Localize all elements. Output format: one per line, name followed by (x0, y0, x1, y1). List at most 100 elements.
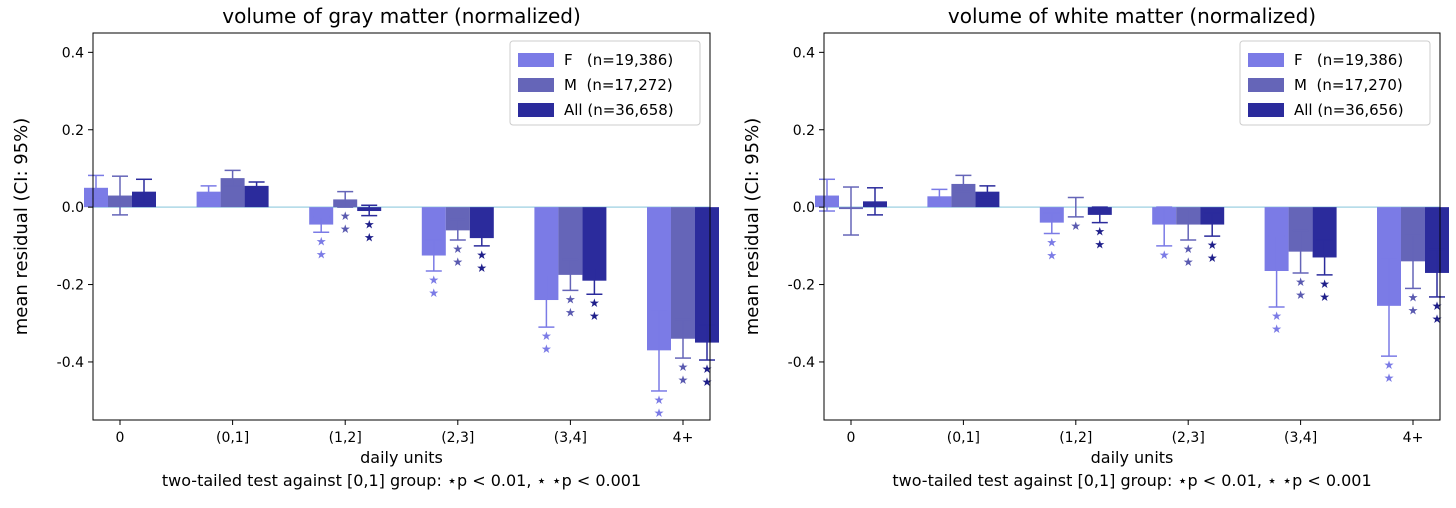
bar-All-2 (244, 185, 269, 208)
significance-star: ★ (1408, 290, 1419, 304)
significance-star: ★ (1183, 242, 1194, 256)
significance-star: ★ (364, 231, 375, 245)
y-tick-label: -0.4 (788, 355, 815, 371)
y-tick-label: -0.4 (57, 355, 84, 371)
significance-star: ★ (678, 360, 689, 374)
significance-star: ★ (678, 373, 689, 387)
x-tick-label: (0,1] (216, 430, 249, 446)
significance-star: ★ (428, 286, 439, 300)
significance-star: ★ (1207, 238, 1218, 252)
chart-title: volume of white matter (normalized) (948, 4, 1316, 28)
significance-star: ★ (1070, 219, 1081, 233)
legend-swatch-All (1248, 103, 1284, 117)
bar-All-2 (975, 191, 1000, 208)
significance-star: ★ (702, 362, 713, 376)
y-axis-label: mean residual (CI: 95%) (11, 118, 32, 336)
x-tick-label: 0 (116, 430, 125, 446)
y-tick-label: 0.4 (793, 45, 815, 61)
y-tick-label: 0.0 (62, 200, 84, 216)
legend: F (n=19,386) M (n=17,272) All (n=36,658) (509, 40, 701, 126)
x-tick-label: (0,1] (947, 430, 980, 446)
significance-star: ★ (1046, 248, 1057, 262)
significance-star: ★ (452, 255, 463, 269)
significance-star: ★ (1295, 288, 1306, 302)
significance-footnote: two-tailed test against [0,1] group: ⋆p … (892, 471, 1371, 490)
significance-star: ★ (1432, 299, 1443, 313)
significance-star: ★ (565, 305, 576, 319)
legend-label-M: M (n=17,272) (564, 76, 673, 94)
x-axis-label: daily units (1091, 448, 1174, 467)
chart-panel-1: volume of gray matter (normalized)★★★★★★… (11, 4, 719, 490)
y-tick-label: 0.2 (793, 123, 815, 139)
bar-M-2 (951, 183, 976, 208)
y-tick-label: 0.0 (793, 200, 815, 216)
significance-star: ★ (1319, 277, 1330, 291)
significance-star: ★ (316, 234, 327, 248)
plot-frame (823, 32, 1441, 421)
significance-star: ★ (1271, 309, 1282, 323)
significance-star: ★ (364, 218, 375, 232)
bar-All-6 (695, 207, 719, 343)
plot-frame (92, 32, 711, 421)
significance-star: ★ (1207, 251, 1218, 265)
significance-star: ★ (702, 375, 713, 389)
significance-star: ★ (1295, 275, 1306, 289)
significance-footnote: two-tailed test against [0,1] group: ⋆p … (162, 471, 641, 490)
y-axis-label: mean residual (CI: 95%) (742, 118, 763, 336)
legend-swatch-F (518, 53, 554, 67)
significance-star: ★ (654, 406, 665, 420)
significance-star: ★ (428, 273, 439, 287)
y-tick-label: 0.2 (62, 123, 84, 139)
x-tick-label: 4+ (1403, 430, 1424, 446)
significance-star: ★ (565, 292, 576, 306)
x-tick-label: (1,2] (1059, 430, 1092, 446)
significance-star: ★ (1094, 238, 1105, 252)
bar-M-4 (445, 207, 470, 231)
x-tick-label: (2,3] (1172, 430, 1205, 446)
x-tick-label: 4+ (673, 430, 694, 446)
y-tick-label: -0.2 (57, 278, 84, 294)
significance-star: ★ (541, 329, 552, 343)
legend-label-All: All (n=36,658) (564, 101, 674, 119)
x-axis-label: daily units (360, 448, 443, 467)
legend-label-All: All (n=36,656) (1294, 101, 1404, 119)
x-tick-label: (1,2] (329, 430, 362, 446)
significance-star: ★ (476, 261, 487, 275)
significance-star: ★ (340, 209, 351, 223)
significance-star: ★ (1183, 255, 1194, 269)
x-tick-label: 0 (847, 430, 856, 446)
significance-star: ★ (340, 222, 351, 236)
y-tick-label: 0.4 (62, 45, 84, 61)
significance-star: ★ (1046, 235, 1057, 249)
significance-star: ★ (654, 393, 665, 407)
y-tick-label: -0.2 (788, 278, 815, 294)
significance-star: ★ (1408, 303, 1419, 317)
significance-star: ★ (1432, 312, 1443, 326)
legend: F (n=19,386) M (n=17,270) All (n=36,656) (1239, 40, 1431, 126)
x-tick-label: (3,4] (554, 430, 587, 446)
legend-swatch-F (1248, 53, 1284, 67)
significance-star: ★ (476, 248, 487, 262)
significance-star: ★ (1271, 322, 1282, 336)
significance-star: ★ (1094, 225, 1105, 239)
x-tick-label: (3,4] (1284, 430, 1317, 446)
significance-star: ★ (1319, 290, 1330, 304)
bar-F-2 (196, 191, 221, 208)
significance-star: ★ (1384, 358, 1395, 372)
x-tick-label: (2,3] (441, 430, 474, 446)
significance-star: ★ (589, 309, 600, 323)
legend-swatch-M (1248, 78, 1284, 92)
legend-label-F: F (n=19,386) (564, 51, 673, 69)
legend-swatch-M (518, 78, 554, 92)
significance-star: ★ (1159, 248, 1170, 262)
legend-label-F: F (n=19,386) (1294, 51, 1403, 69)
legend-box (509, 40, 701, 126)
chart-title: volume of gray matter (normalized) (222, 4, 581, 28)
significance-star: ★ (452, 242, 463, 256)
significance-star: ★ (589, 296, 600, 310)
legend-label-M: M (n=17,270) (1294, 76, 1403, 94)
legend-swatch-All (518, 103, 554, 117)
significance-star: ★ (541, 342, 552, 356)
